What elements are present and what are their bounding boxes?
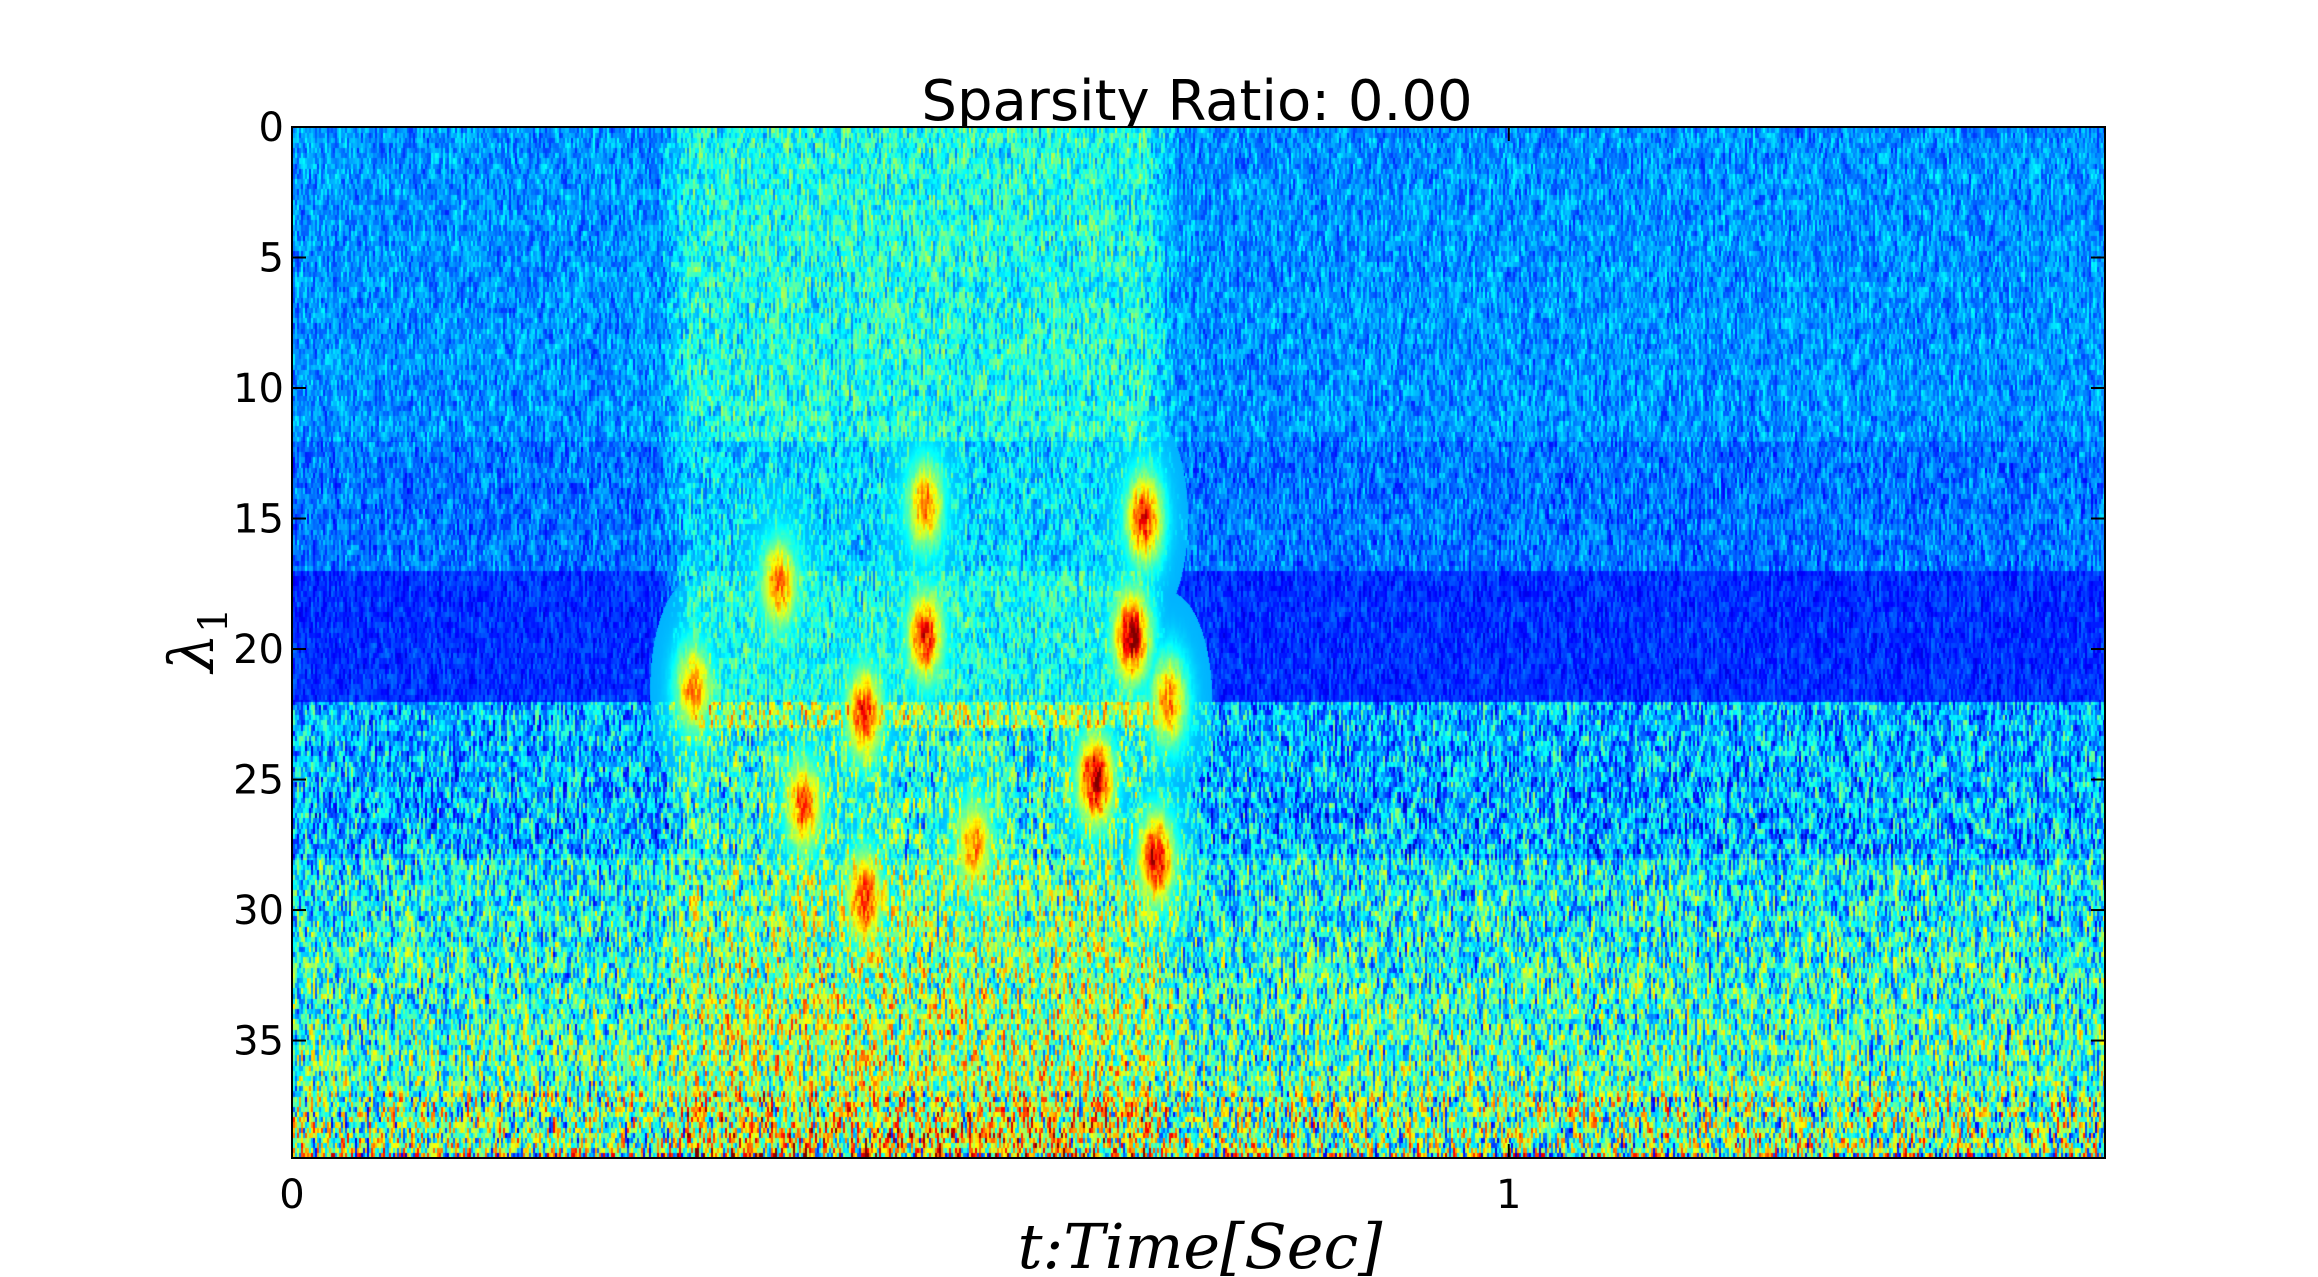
y-tick-label: 20 [233, 627, 284, 673]
y-axis-ticks: 0 5 10 15 20 25 30 35 [233, 105, 2105, 1065]
plot-area [291, 126, 2106, 1159]
heatmap-canvas-holder [292, 127, 2105, 1158]
heatmap-image [292, 127, 2105, 1158]
x-tick-label: 0 [279, 1172, 304, 1218]
y-axis-label: λ1 [155, 608, 237, 676]
y-tick-label: 35 [233, 1019, 284, 1065]
svg-text:λ1: λ1 [155, 608, 237, 676]
y-tick-label: 10 [233, 366, 284, 412]
y-tick-label: 30 [233, 888, 284, 934]
x-axis-label: t:Time[Sec] [1018, 1210, 1384, 1277]
x-tick-label: 1 [1496, 1172, 1521, 1218]
y-tick-label: 5 [259, 236, 284, 282]
y-axis-label-symbol: λ [155, 633, 228, 675]
y-tick-label: 0 [259, 105, 284, 151]
y-tick-label: 25 [233, 758, 284, 804]
y-tick-label: 15 [233, 497, 284, 543]
plot-frame [291, 126, 2106, 1159]
chart-title: Sparsity Ratio: 0.00 [921, 69, 1472, 134]
y-axis-label-subscript: 1 [191, 608, 237, 633]
